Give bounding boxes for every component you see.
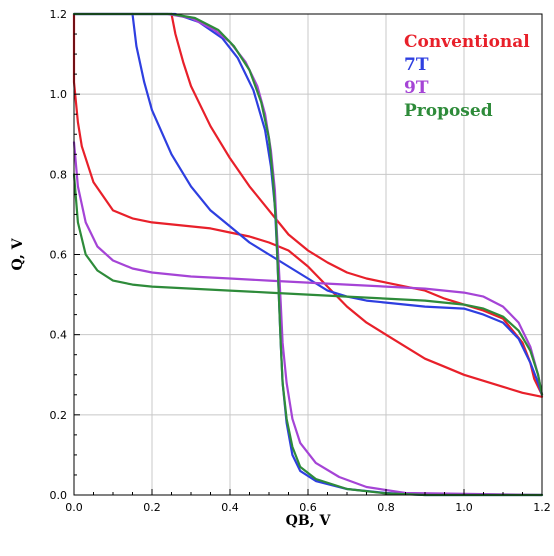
legend-proposed-label: Proposed	[404, 101, 493, 121]
x-tick-label: 0.4	[221, 501, 239, 514]
x-tick-labels: 0.0 0.2 0.4 0.6 0.8 1.0 1.2	[65, 501, 551, 514]
legend-7t-label: 7T	[404, 55, 429, 75]
y-tick-labels: 0.0 0.2 0.4 0.6 0.8 1.0 1.2	[50, 8, 68, 502]
series-curves	[72, 12, 544, 497]
grid	[74, 14, 542, 495]
series-conventional-curve-1	[170, 12, 544, 396]
y-tick-label: 1.2	[50, 8, 68, 21]
series-9t-curve-1	[72, 141, 544, 396]
x-tick-label: 0.2	[143, 501, 161, 514]
x-tick-label: 0.6	[299, 501, 317, 514]
y-tick-label: 1.0	[50, 88, 68, 101]
legend: Conventional 7T 9T Proposed	[404, 32, 530, 121]
series-proposed-curve-2	[72, 12, 544, 497]
y-tick-label: 0.4	[50, 329, 68, 342]
y-tick-label: 0.0	[50, 489, 68, 502]
x-tick-label: 1.2	[533, 501, 551, 514]
x-tick-label: 0.0	[65, 501, 83, 514]
y-tick-label: 0.6	[50, 249, 68, 262]
legend-9t-label: 9T	[404, 78, 429, 98]
series-proposed-curve-1	[72, 173, 544, 396]
series-7t-curve-1	[131, 12, 544, 396]
y-tick-label: 0.2	[50, 409, 68, 422]
y-axis-title: Q, V	[10, 237, 26, 270]
axes	[73, 13, 543, 496]
x-tick-label: 1.0	[455, 501, 473, 514]
legend-conventional-label: Conventional	[404, 32, 530, 52]
x-axis-title: QB, V	[286, 513, 332, 529]
y-tick-label: 0.8	[50, 168, 68, 181]
x-tick-label: 0.8	[377, 501, 395, 514]
